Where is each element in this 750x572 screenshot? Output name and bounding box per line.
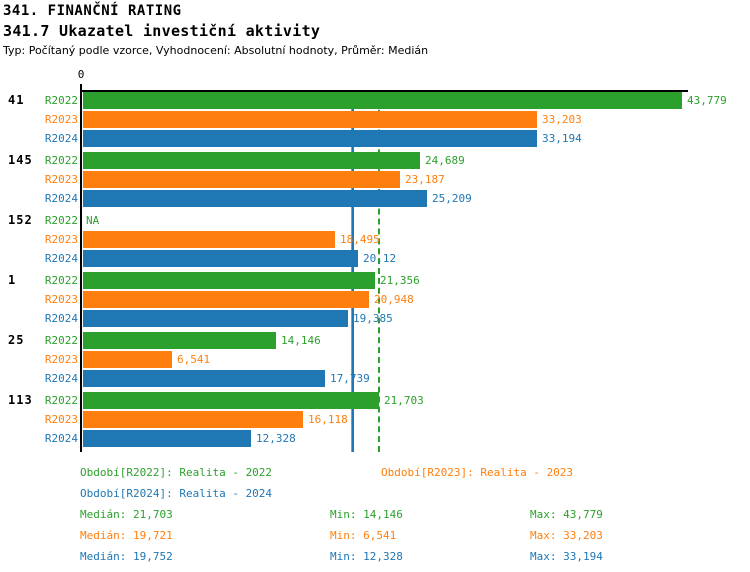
bar-r2024 <box>83 370 325 387</box>
stat-median-r2022: Medián: 21,703 <box>80 508 173 521</box>
bar-value-label: 24,689 <box>425 154 465 167</box>
bar-r2024 <box>83 190 427 207</box>
bar-value-label: 33,203 <box>542 113 582 126</box>
group-label: 25 <box>8 333 25 347</box>
series-row-label: R2023 <box>44 413 78 426</box>
x-axis-line <box>80 90 688 92</box>
stat-median-r2023: Medián: 19,721 <box>80 529 173 542</box>
group-label: 113 <box>8 393 33 407</box>
bar-value-label: 25,209 <box>432 192 472 205</box>
bar-r2024 <box>83 130 537 147</box>
bar-r2022 <box>83 392 379 409</box>
bar-r2022 <box>83 152 420 169</box>
series-row-label: R2024 <box>44 432 78 445</box>
bar-value-label: 20,948 <box>374 293 414 306</box>
bar-r2023 <box>83 351 172 368</box>
series-row-label: R2023 <box>44 173 78 186</box>
bar-value-label: 21,703 <box>384 394 424 407</box>
series-row-label: R2024 <box>44 372 78 385</box>
bar-value-label: 17,739 <box>330 372 370 385</box>
stat-median-r2024: Medián: 19,752 <box>80 550 173 563</box>
bar-r2022 <box>83 272 375 289</box>
legend-item-r2023: Období[R2023]: Realita - 2023 <box>381 466 574 479</box>
bar-value-label: 16,118 <box>308 413 348 426</box>
bar-r2023 <box>83 231 335 248</box>
bar-na-label: NA <box>86 214 100 227</box>
series-row-label: R2022 <box>44 154 78 167</box>
group-label: 41 <box>8 93 25 107</box>
series-row-label: R2024 <box>44 132 78 145</box>
stat-min-r2024: Min: 12,328 <box>330 550 403 563</box>
bar-value-label: 43,779 <box>687 94 727 107</box>
legend-item-r2024: Období[R2024]: Realita - 2024 <box>80 487 273 500</box>
series-row-label: R2022 <box>44 94 78 107</box>
bar-value-label: 19,385 <box>353 312 393 325</box>
series-row-label: R2023 <box>44 233 78 246</box>
group-label: 152 <box>8 213 33 227</box>
series-row-label: R2024 <box>44 192 78 205</box>
bar-r2024 <box>83 250 358 267</box>
y-axis-line <box>80 84 82 452</box>
bar-r2023 <box>83 291 369 308</box>
bar-r2022 <box>83 332 276 349</box>
bar-value-label: 6,541 <box>177 353 211 366</box>
indicator-subtitle: Typ: Počítaný podle vzorce, Vyhodnocení:… <box>3 44 429 57</box>
bar-r2022 <box>83 92 682 109</box>
stat-max-r2022: Max: 43,779 <box>530 508 603 521</box>
series-row-label: R2024 <box>44 312 78 325</box>
stat-min-r2023: Min: 6,541 <box>330 529 397 542</box>
bar-value-label: 12,328 <box>256 432 296 445</box>
bar-r2024 <box>83 310 348 327</box>
median-line-r2024 <box>352 90 354 452</box>
series-row-label: R2023 <box>44 113 78 126</box>
series-row-label: R2022 <box>44 394 78 407</box>
median-line-r2022 <box>378 90 380 452</box>
bar-chart: 0 41 R2022 43,779 R2023 33,203 R2024 33,194 145… <box>8 68 727 452</box>
series-row-label: R2023 <box>44 293 78 306</box>
series-row-label: R2023 <box>44 353 78 366</box>
series-row-label: R2022 <box>44 214 78 227</box>
bar-value-label: 14,146 <box>281 334 321 347</box>
bar-value-label: 23,187 <box>405 173 445 186</box>
indicator-title: 341.7 Ukazatel investiční aktivity <box>3 22 321 40</box>
group-label: 145 <box>8 153 33 167</box>
bar-r2024 <box>83 430 251 447</box>
series-row-label: R2024 <box>44 252 78 265</box>
bar-r2023 <box>83 171 400 188</box>
bar-r2023 <box>83 111 537 128</box>
stat-max-r2024: Max: 33,194 <box>530 550 603 563</box>
x-axis-tick-zero: 0 <box>77 68 85 81</box>
bar-value-label: 33,194 <box>542 132 582 145</box>
bar-value-label: 21,356 <box>380 274 420 287</box>
report-title: 341. FINANČNÍ RATING <box>3 3 182 19</box>
legend-item-r2022: Období[R2022]: Realita - 2022 <box>80 466 273 479</box>
bar-value-label: 18,495 <box>340 233 380 246</box>
series-row-label: R2022 <box>44 274 78 287</box>
bar-r2023 <box>83 411 303 428</box>
bar-value-label: 20,12 <box>363 252 397 265</box>
stat-min-r2022: Min: 14,146 <box>330 508 403 521</box>
stat-max-r2023: Max: 33,203 <box>530 529 603 542</box>
group-label: 1 <box>8 273 17 287</box>
series-row-label: R2022 <box>44 334 78 347</box>
